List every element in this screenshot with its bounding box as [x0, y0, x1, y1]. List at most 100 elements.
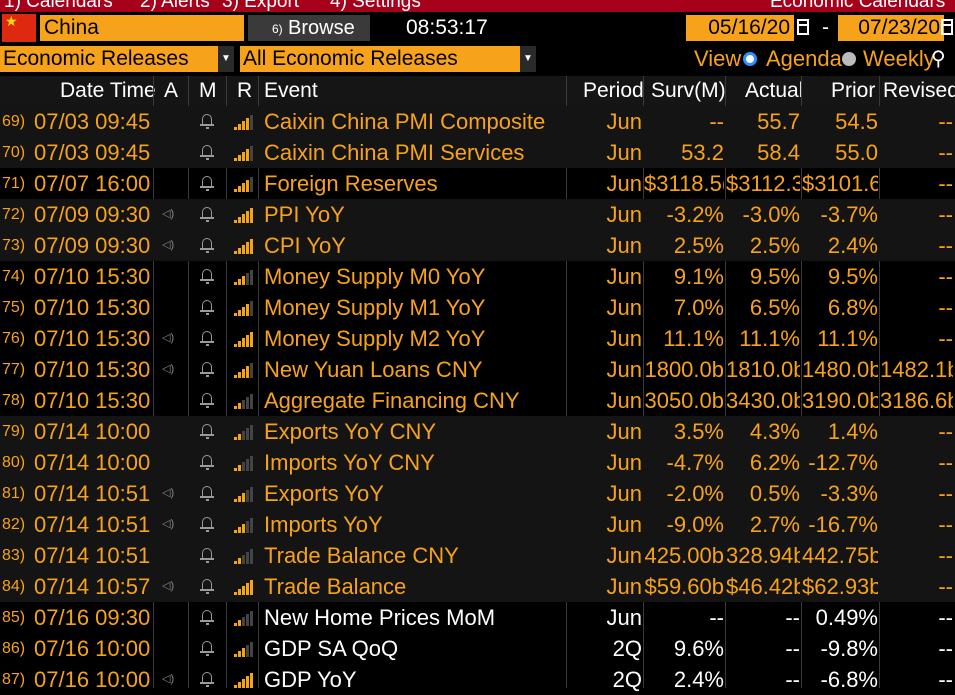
row-event[interactable]: Trade Balance	[264, 574, 407, 599]
end-date-input[interactable]: 07/23/20	[838, 15, 944, 41]
row-event[interactable]: New Home Prices MoM	[264, 605, 496, 630]
agenda-label[interactable]: Agenda	[766, 46, 842, 71]
bell-icon[interactable]	[200, 267, 214, 285]
row-event[interactable]: Exports YoY	[264, 481, 384, 506]
start-calendar-icon[interactable]	[797, 19, 809, 35]
bell-icon[interactable]	[200, 236, 214, 254]
chevron-down-icon[interactable]: ▼	[218, 46, 234, 72]
bell-icon[interactable]	[200, 329, 214, 347]
row-event[interactable]: Money Supply M2 YoY	[264, 326, 486, 351]
table-row[interactable]: 69) 07/03 09:45 Caixin China PMI Composite…	[0, 106, 955, 137]
col-m[interactable]: M	[199, 79, 217, 102]
col-r[interactable]: R	[237, 79, 253, 102]
col-event[interactable]: Event	[264, 79, 318, 102]
row-event[interactable]: Caixin China PMI Composite	[264, 109, 546, 134]
table-row[interactable]: 71) 07/07 16:00 Foreign Reserves Jun $3118.5…	[0, 168, 955, 199]
table-row[interactable]: 72) 07/09 09:30 ◁) PPI YoY Jun -3.2% -3.0% -3.7…	[0, 199, 955, 230]
end-calendar-icon[interactable]	[941, 19, 953, 35]
row-event[interactable]: Foreign Reserves	[264, 171, 438, 196]
col-prior[interactable]: Prior	[831, 79, 876, 102]
speaker-icon[interactable]: ◁)	[162, 332, 175, 344]
bell-icon[interactable]	[200, 112, 214, 130]
col-a[interactable]: A	[164, 79, 179, 102]
row-event[interactable]: Caixin China PMI Services	[264, 140, 525, 165]
table-row[interactable]: 80) 07/14 10:00 Imports YoY CNY Jun -4.7% 6.2…	[0, 447, 955, 478]
row-event[interactable]: Exports YoY CNY	[264, 419, 437, 444]
menu-export[interactable]: 3) Export	[222, 0, 300, 12]
row-revised: --	[938, 109, 953, 134]
bell-icon[interactable]	[200, 453, 214, 471]
bell-icon[interactable]	[200, 391, 214, 409]
agenda-radio[interactable]	[743, 52, 757, 66]
row-event[interactable]: Imports YoY	[264, 512, 383, 537]
settings-search-icon[interactable]: ⚲	[931, 48, 946, 70]
speaker-icon[interactable]: ◁)	[162, 363, 175, 375]
table-row[interactable]: 76) 07/10 15:30 ◁) Money Supply M2 YoY Jun 11…	[0, 323, 955, 354]
table-row[interactable]: 75) 07/10 15:30 Money Supply M1 YoY Jun 7.0%…	[0, 292, 955, 323]
table-row[interactable]: 87) 07/16 10:00 ◁) GDP YoY 2Q 2.4% -- -6.8% --	[0, 664, 955, 695]
weekly-label[interactable]: Weekly	[863, 46, 935, 71]
table-row[interactable]: 73) 07/09 09:30 ◁) CPI YoY Jun 2.5% 2.5% 2.4% --	[0, 230, 955, 261]
bell-icon[interactable]	[200, 174, 214, 192]
table-row[interactable]: 77) 07/10 15:30 ◁) New Yuan Loans CNY Jun 180…	[0, 354, 955, 385]
start-date-input[interactable]: 05/16/20	[686, 15, 794, 41]
row-event[interactable]: Aggregate Financing CNY	[264, 388, 520, 413]
bell-icon[interactable]	[200, 298, 214, 316]
table-row[interactable]: 84) 07/14 10:57 ◁) Trade Balance Jun $59.60b $…	[0, 571, 955, 602]
table-row[interactable]: 79) 07/14 10:00 Exports YoY CNY Jun 3.5% 4.3%…	[0, 416, 955, 447]
speaker-icon[interactable]: ◁)	[162, 518, 175, 530]
bell-icon[interactable]	[200, 577, 214, 595]
row-event[interactable]: Trade Balance CNY	[264, 543, 459, 568]
bell-icon[interactable]	[200, 360, 214, 378]
speaker-icon[interactable]: ◁)	[162, 239, 175, 251]
bell-icon[interactable]	[200, 670, 214, 688]
row-event[interactable]: PPI YoY	[264, 202, 345, 227]
row-datetime: 07/10 15:30	[34, 326, 151, 351]
table-row[interactable]: 81) 07/14 10:51 ◁) Exports YoY Jun -2.0% 0.5% -…	[0, 478, 955, 509]
category-select[interactable]: Economic Releases ▼	[0, 46, 234, 72]
col-surv[interactable]: Surv(M)	[651, 79, 726, 102]
table-row[interactable]: 85) 07/16 09:30 New Home Prices MoM Jun -- --…	[0, 602, 955, 633]
speaker-icon[interactable]: ◁)	[162, 208, 175, 220]
row-event[interactable]: Money Supply M1 YoY	[264, 295, 486, 320]
menu-settings[interactable]: 4) Settings	[330, 0, 421, 12]
menu-calendars[interactable]: 1) Calendars	[4, 0, 113, 12]
menu-alerts[interactable]: 2) Alerts	[140, 0, 210, 12]
bell-icon[interactable]	[200, 143, 214, 161]
speaker-icon[interactable]: ◁)	[162, 487, 175, 499]
browse-button[interactable]: 6) Browse	[248, 15, 370, 41]
col-datetime[interactable]: Date Time	[60, 79, 156, 102]
bell-icon[interactable]	[200, 546, 214, 564]
table-row[interactable]: 70) 07/03 09:45 Caixin China PMI Services J…	[0, 137, 955, 168]
col-revised[interactable]: Revised	[883, 79, 955, 102]
table-row[interactable]: 74) 07/10 15:30 Money Supply M0 YoY Jun 9.1%…	[0, 261, 955, 292]
bell-icon[interactable]	[200, 205, 214, 223]
bell-icon[interactable]	[200, 484, 214, 502]
chevron-down-icon[interactable]: ▼	[520, 46, 536, 72]
row-event[interactable]: New Yuan Loans CNY	[264, 357, 483, 382]
row-event[interactable]: Imports YoY CNY	[264, 450, 435, 475]
relevance-bar	[242, 369, 245, 378]
table-row[interactable]: 86) 07/16 10:00 GDP SA QoQ 2Q 9.6% -- -9.8% --	[0, 633, 955, 664]
table-row[interactable]: 83) 07/14 10:51 Trade Balance CNY Jun 425.00…	[0, 540, 955, 571]
bell-icon[interactable]	[200, 639, 214, 657]
bell-icon[interactable]	[200, 608, 214, 626]
china-flag-icon: ★	[2, 14, 36, 42]
col-actual[interactable]: Actual	[745, 79, 804, 102]
table-row[interactable]: 78) 07/10 15:30 Aggregate Financing CNY Jun…	[0, 385, 955, 416]
row-actual: 58.4	[757, 140, 800, 165]
country-input[interactable]: China	[40, 15, 244, 41]
relevance-bar	[234, 468, 237, 471]
bell-icon[interactable]	[200, 515, 214, 533]
speaker-icon[interactable]: ◁)	[162, 673, 175, 685]
table-row[interactable]: 82) 07/14 10:51 ◁) Imports YoY Jun -9.0% 2.7% -…	[0, 509, 955, 540]
row-event[interactable]: GDP SA QoQ	[264, 636, 399, 661]
weekly-radio[interactable]	[842, 52, 856, 66]
col-period[interactable]: Period	[583, 79, 644, 102]
row-event[interactable]: Money Supply M0 YoY	[264, 264, 486, 289]
row-event[interactable]: GDP YoY	[264, 667, 357, 692]
subcategory-select[interactable]: All Economic Releases ▼	[240, 46, 536, 72]
speaker-icon[interactable]: ◁)	[162, 580, 175, 592]
bell-icon[interactable]	[200, 422, 214, 440]
row-event[interactable]: CPI YoY	[264, 233, 346, 258]
